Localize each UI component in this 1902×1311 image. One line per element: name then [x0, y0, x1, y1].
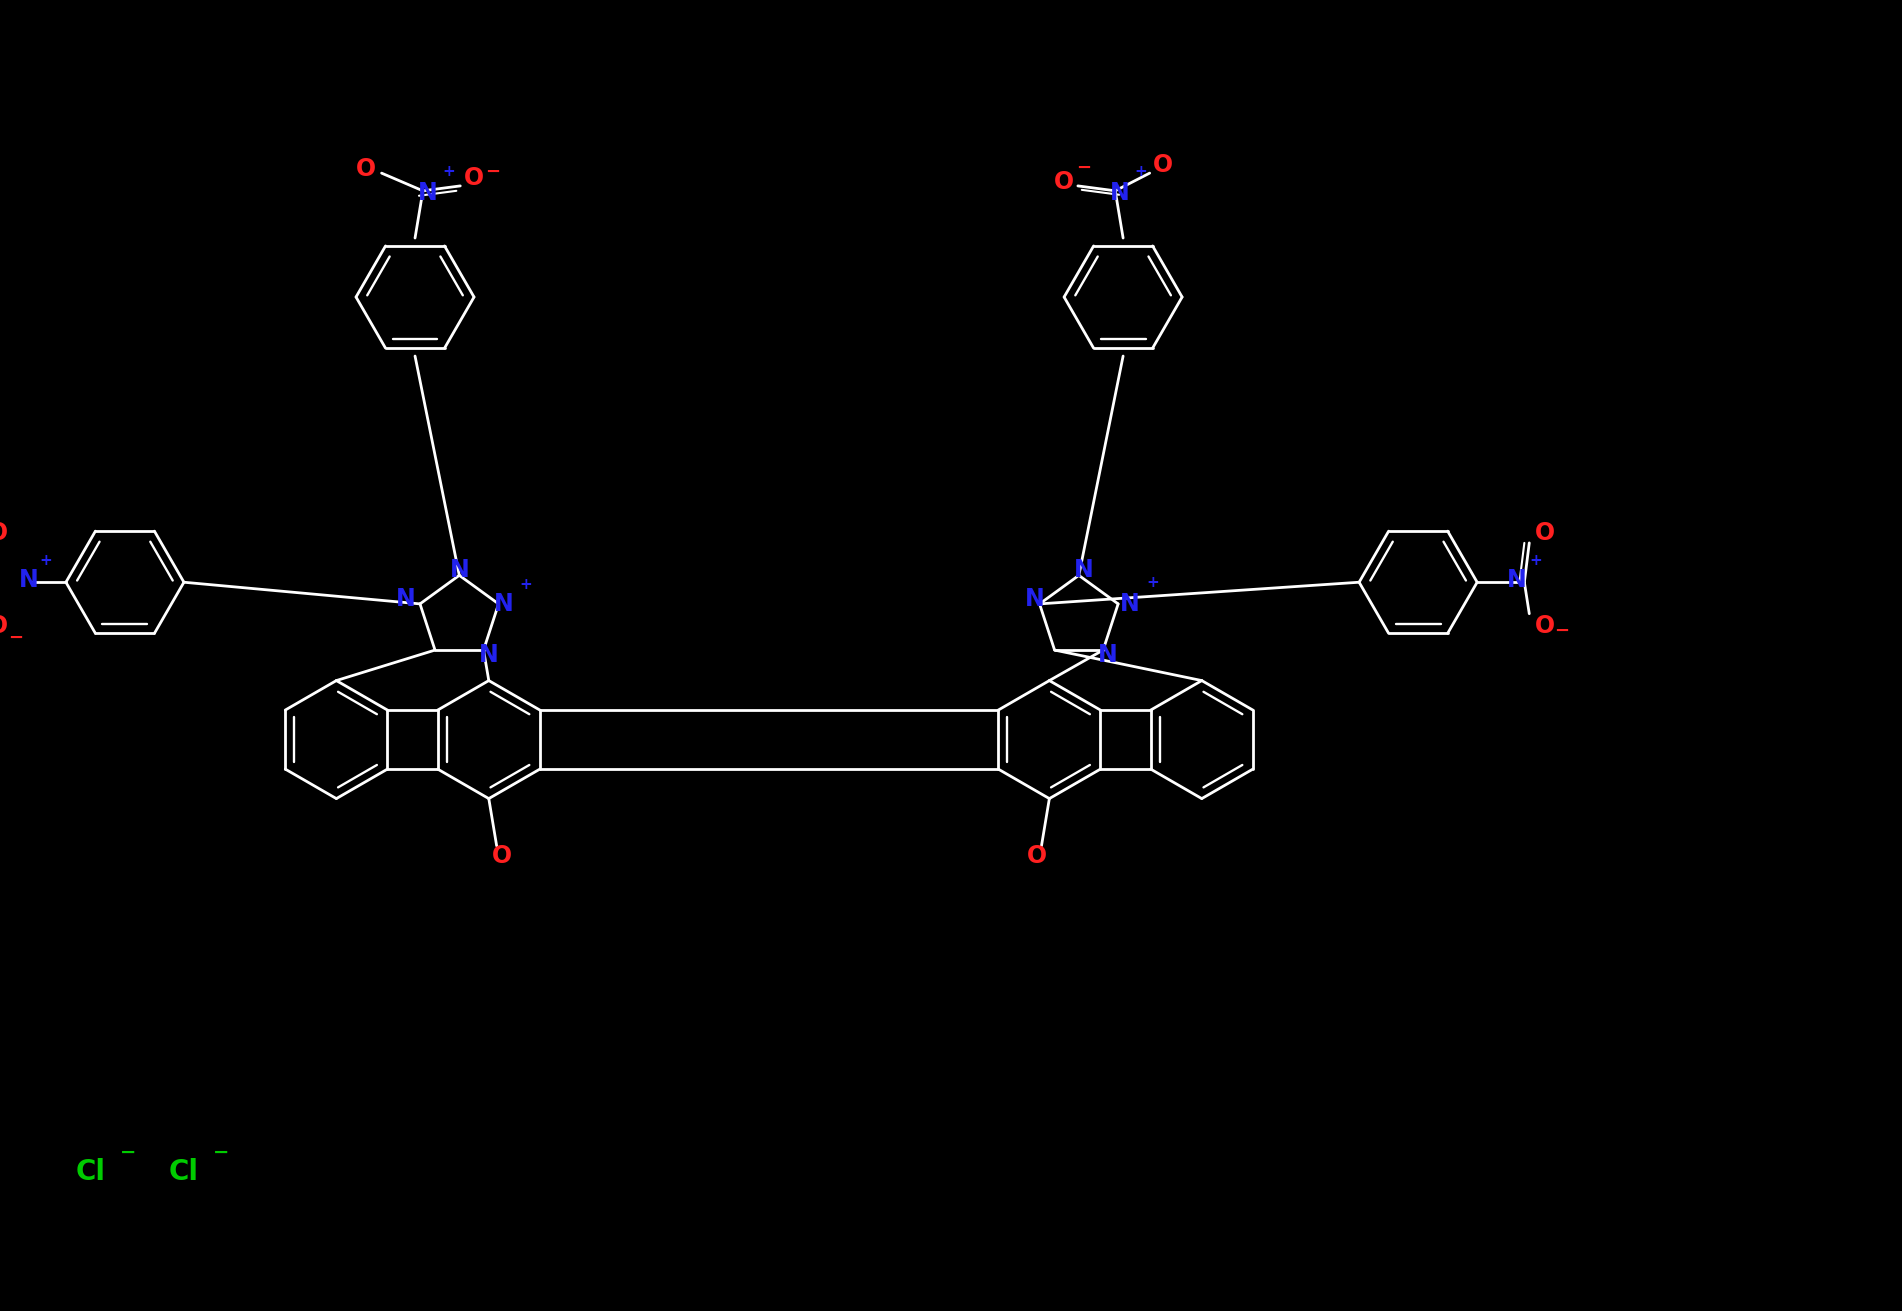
Text: N: N	[19, 568, 38, 593]
Text: N: N	[449, 558, 470, 582]
Text: N: N	[495, 591, 514, 616]
Text: N: N	[479, 642, 498, 667]
Text: +: +	[441, 164, 455, 178]
Text: +: +	[1529, 553, 1543, 568]
Text: +: +	[1147, 574, 1158, 590]
Text: O: O	[1535, 520, 1556, 545]
Text: O: O	[0, 614, 8, 637]
Text: O: O	[1153, 153, 1174, 177]
Text: N: N	[396, 587, 415, 611]
Text: O: O	[1027, 844, 1046, 868]
Text: O: O	[491, 844, 512, 868]
Text: Cl: Cl	[76, 1159, 105, 1186]
Text: −: −	[8, 629, 23, 648]
Text: N: N	[1120, 591, 1139, 616]
Text: O: O	[1054, 170, 1075, 194]
Text: +: +	[40, 553, 53, 568]
Text: +: +	[519, 577, 533, 591]
Text: N: N	[1506, 568, 1527, 593]
Text: N: N	[418, 181, 437, 205]
Text: N: N	[1075, 558, 1094, 582]
Text: Cl: Cl	[169, 1159, 200, 1186]
Text: O: O	[464, 166, 485, 190]
Text: +: +	[1134, 164, 1147, 178]
Text: N: N	[1025, 587, 1044, 611]
Text: N: N	[1111, 181, 1130, 205]
Text: N: N	[1097, 642, 1118, 667]
Text: −: −	[1554, 623, 1569, 640]
Text: −: −	[485, 163, 500, 181]
Text: −: −	[213, 1143, 230, 1162]
Text: −: −	[1077, 159, 1092, 177]
Text: O: O	[0, 520, 8, 545]
Text: O: O	[1535, 614, 1556, 637]
Text: −: −	[120, 1143, 137, 1162]
Text: O: O	[356, 157, 377, 181]
